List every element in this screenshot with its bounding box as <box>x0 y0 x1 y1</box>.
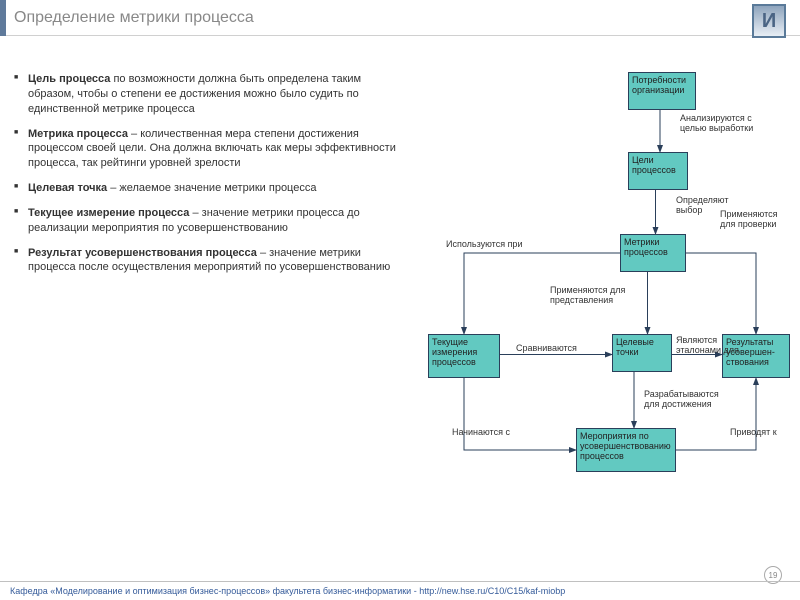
slide-footer: Кафедра «Моделирование и оптимизация биз… <box>0 581 800 600</box>
header-accent-bar <box>0 0 6 36</box>
flow-node-current: Текущие измерения процессов <box>428 334 500 378</box>
definition-term: Метрика процесса <box>28 128 128 140</box>
definitions-list: Цель процесса по возможности должна быть… <box>14 72 400 285</box>
definition-term: Целевая точка <box>28 182 107 194</box>
flow-node-metrics: Метрики процессов <box>620 234 686 272</box>
edge-label-current-targets: Сравниваются <box>516 344 577 354</box>
edge-label-current-improv: Начинаются с <box>452 428 510 438</box>
definition-item: Метрика процесса – количественная мера с… <box>14 127 400 172</box>
definition-term: Текущее измерение процесса <box>28 207 189 219</box>
flow-node-need: Потребности организации <box>628 72 696 110</box>
edge-label-targets-improv: Разрабатываются для достижения <box>644 390 722 410</box>
edge-label-metrics-results: Применяются для проверки <box>720 210 790 230</box>
page-title: Определение метрики процесса <box>14 0 800 36</box>
slide-header: Определение метрики процесса И <box>0 0 800 36</box>
edge-label-metrics-current: Используются при <box>446 240 522 250</box>
edge-label-improv-results: Приводят к <box>730 428 777 438</box>
definition-term: Цель процесса <box>28 73 110 85</box>
definition-item: Цель процесса по возможности должна быть… <box>14 72 400 117</box>
process-metric-diagram: Потребности организации Цели процессов Мет… <box>360 72 790 522</box>
definition-text: – желаемое значение метрики процесса <box>107 182 316 194</box>
flow-edge-metrics-results <box>686 253 756 334</box>
edge-label-targets-results: Являются эталонами для <box>676 336 754 356</box>
edge-label-need-goals: Анализируются с целью выработки <box>680 114 758 134</box>
definition-item: Целевая точка – желаемое значение метрик… <box>14 181 400 196</box>
definition-term: Результат усовершенствования процесса <box>28 247 257 259</box>
flow-node-improv: Мероприятия по усовершенствованию процес… <box>576 428 676 472</box>
flow-node-goals: Цели процессов <box>628 152 688 190</box>
footer-text: Кафедра «Моделирование и оптимизация биз… <box>10 586 565 596</box>
definition-item: Результат усовершенствования процесса – … <box>14 246 400 276</box>
logo-icon: И <box>752 4 786 38</box>
flow-edge-current-improv <box>464 378 576 450</box>
definition-item: Текущее измерение процесса – значение ме… <box>14 206 400 236</box>
flow-node-targets: Целевые точки <box>612 334 672 372</box>
edge-label-metrics-targets: Применяются для представления <box>550 286 628 306</box>
